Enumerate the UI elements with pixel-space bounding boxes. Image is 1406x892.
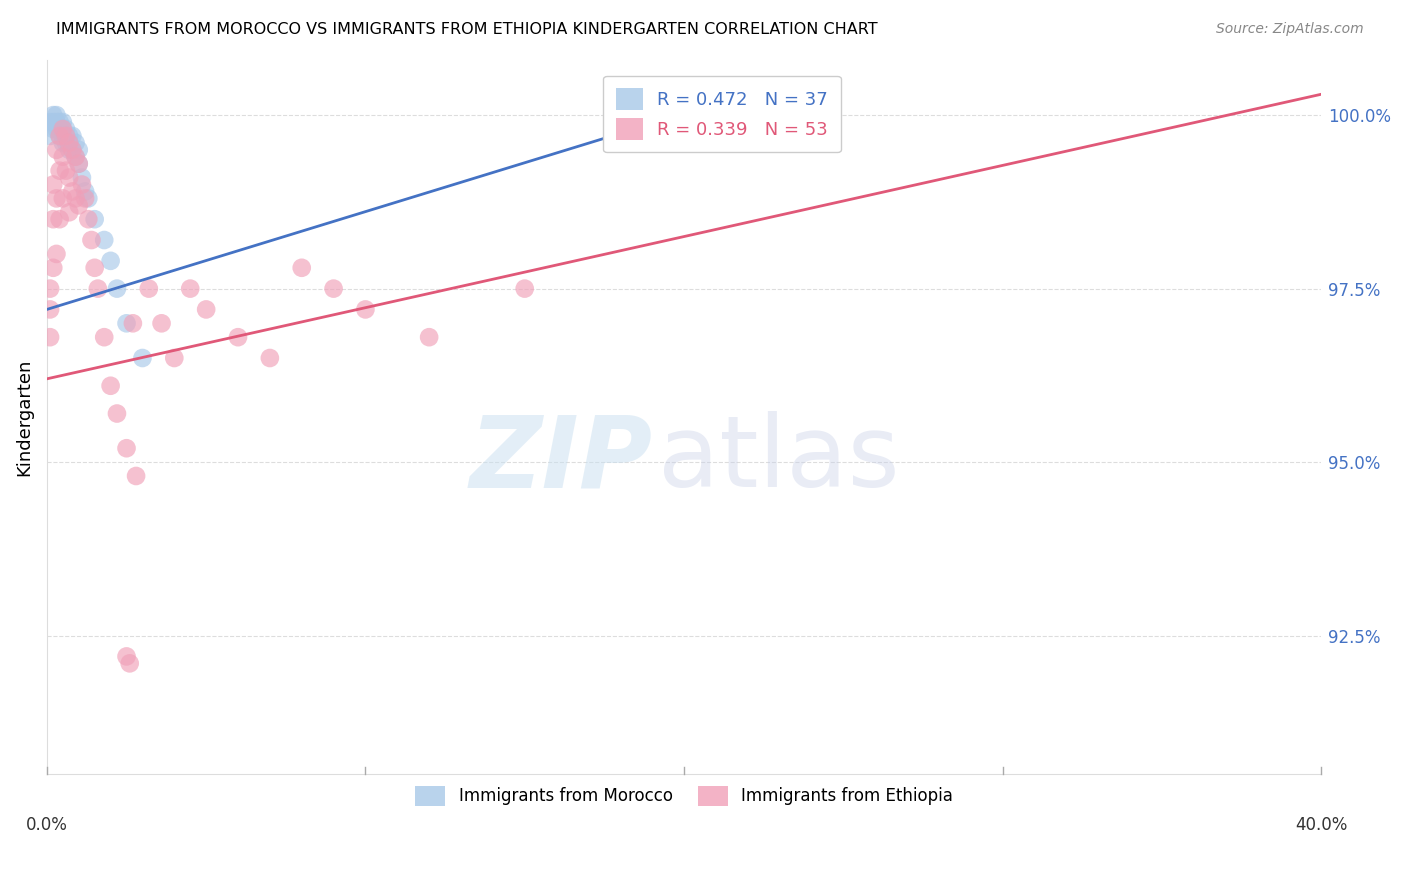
Point: [45, 143, 67, 157]
Point: [52, 191, 75, 205]
Point: [226, 330, 249, 344]
Point: [70, 178, 93, 192]
Point: [83, 260, 105, 275]
Point: [58, 136, 80, 150]
Point: [75, 191, 97, 205]
Point: [58, 128, 80, 143]
Point: [52, 128, 75, 143]
Point: [65, 150, 87, 164]
Text: atlas: atlas: [658, 411, 900, 508]
Point: [45, 247, 67, 261]
Point: [115, 441, 138, 455]
Point: [39, 282, 62, 296]
Point: [67, 143, 90, 157]
Point: [48, 128, 70, 143]
Point: [83, 212, 105, 227]
Point: [118, 657, 141, 671]
Point: [45, 115, 67, 129]
Text: Source: ZipAtlas.com: Source: ZipAtlas.com: [1216, 22, 1364, 37]
Y-axis label: Kindergarten: Kindergarten: [15, 359, 32, 475]
Point: [60, 128, 83, 143]
Point: [42, 122, 65, 136]
Point: [58, 143, 80, 157]
Point: [55, 128, 77, 143]
Point: [322, 282, 344, 296]
Point: [259, 351, 281, 365]
Point: [609, 115, 631, 129]
Text: IMMIGRANTS FROM MOROCCO VS IMMIGRANTS FROM ETHIOPIA KINDERGARTEN CORRELATION CHA: IMMIGRANTS FROM MOROCCO VS IMMIGRANTS FR…: [56, 22, 877, 37]
Point: [354, 302, 377, 317]
Point: [52, 150, 75, 164]
Point: [58, 205, 80, 219]
Point: [60, 143, 83, 157]
Point: [42, 260, 65, 275]
Point: [45, 108, 67, 122]
Point: [39, 128, 62, 143]
Point: [77, 191, 100, 205]
Point: [163, 351, 186, 365]
Text: 40.0%: 40.0%: [1295, 816, 1347, 834]
Point: [45, 191, 67, 205]
Point: [291, 260, 314, 275]
Point: [65, 136, 87, 150]
Point: [418, 330, 440, 344]
Point: [138, 282, 160, 296]
Point: [48, 212, 70, 227]
Point: [45, 122, 67, 136]
Point: [42, 108, 65, 122]
Point: [65, 150, 87, 164]
Point: [48, 128, 70, 143]
Point: [52, 122, 75, 136]
Point: [42, 212, 65, 227]
Point: [52, 136, 75, 150]
Point: [55, 128, 77, 143]
Point: [115, 649, 138, 664]
Point: [39, 115, 62, 129]
Point: [75, 185, 97, 199]
Point: [105, 282, 128, 296]
Point: [67, 157, 90, 171]
Point: [93, 233, 115, 247]
Point: [80, 233, 103, 247]
Point: [42, 115, 65, 129]
Point: [150, 316, 173, 330]
Point: [55, 136, 77, 150]
Point: [60, 143, 83, 157]
Point: [39, 330, 62, 344]
Legend: Immigrants from Morocco, Immigrants from Ethiopia: Immigrants from Morocco, Immigrants from…: [409, 779, 959, 813]
Text: ZIP: ZIP: [470, 411, 652, 508]
Point: [58, 136, 80, 150]
Point: [513, 282, 536, 296]
Text: 0.0%: 0.0%: [25, 816, 67, 834]
Point: [122, 316, 145, 330]
Point: [67, 198, 90, 212]
Point: [55, 122, 77, 136]
Point: [179, 282, 201, 296]
Point: [737, 94, 759, 108]
Point: [65, 191, 87, 205]
Point: [93, 330, 115, 344]
Point: [60, 185, 83, 199]
Point: [48, 122, 70, 136]
Point: [131, 351, 153, 365]
Point: [125, 469, 148, 483]
Point: [87, 282, 110, 296]
Point: [52, 115, 75, 129]
Point: [48, 115, 70, 129]
Point: [105, 407, 128, 421]
Point: [77, 212, 100, 227]
Point: [115, 316, 138, 330]
Point: [100, 253, 122, 268]
Point: [195, 302, 218, 317]
Point: [70, 170, 93, 185]
Point: [52, 122, 75, 136]
Point: [39, 302, 62, 317]
Point: [58, 170, 80, 185]
Point: [42, 178, 65, 192]
Point: [100, 378, 122, 392]
Point: [55, 163, 77, 178]
Point: [48, 163, 70, 178]
Point: [67, 157, 90, 171]
